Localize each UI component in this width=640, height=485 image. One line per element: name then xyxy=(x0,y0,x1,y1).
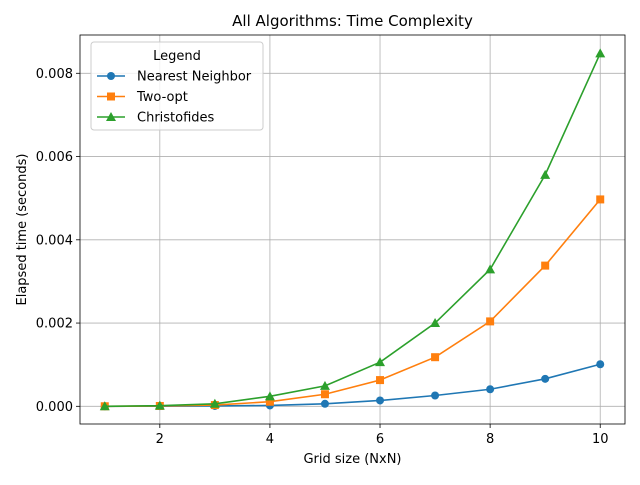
series-two-opt xyxy=(100,195,605,411)
data-point-nearest-neighbor xyxy=(596,360,605,369)
data-point-nearest-neighbor xyxy=(541,374,550,383)
series-line-two-opt xyxy=(104,198,601,408)
plot-frame xyxy=(79,34,626,425)
data-point-two-opt xyxy=(431,353,440,362)
legend-box xyxy=(90,41,264,131)
data-point-christofides xyxy=(430,318,441,328)
data-point-christofides xyxy=(154,400,165,410)
x-axis-label: Grid size (NxN) xyxy=(303,452,401,467)
data-point-two-opt xyxy=(486,317,495,326)
legend: Legend Nearest Neighbor Two-opt Christofide… xyxy=(90,41,264,131)
data-point-christofides xyxy=(209,398,220,408)
chart-title: All Algorithms: Time Complexity xyxy=(232,12,473,30)
data-point-two-opt xyxy=(376,376,385,385)
x-tick-label: 8 xyxy=(486,432,494,447)
data-point-two-opt xyxy=(596,195,605,204)
data-point-christofides xyxy=(485,264,496,274)
data-point-nearest-neighbor xyxy=(320,399,329,408)
data-point-christofides xyxy=(319,380,330,390)
data-point-christofides xyxy=(264,391,275,401)
legend-item-christofides: Christofides xyxy=(97,111,215,126)
legend-item-two-opt: Two-opt xyxy=(97,90,188,105)
legend-marker-christofides xyxy=(106,112,116,121)
data-point-two-opt xyxy=(320,390,329,399)
series-nearest-neighbor xyxy=(100,360,605,411)
data-point-christofides xyxy=(375,357,386,367)
x-tick-label: 4 xyxy=(266,432,274,447)
x-tick-label: 10 xyxy=(592,432,609,447)
y-tick-label: 0.006 xyxy=(36,150,73,165)
y-tick-label: 0.004 xyxy=(36,233,73,248)
y-axis-label: Elapsed time (seconds) xyxy=(15,154,30,306)
legend-label-christofides: Christofides xyxy=(137,111,215,126)
x-tick-label: 2 xyxy=(156,432,164,447)
legend-marker-two-opt xyxy=(107,92,115,101)
data-point-nearest-neighbor xyxy=(431,391,440,400)
ticks: 2 4 6 8 10 0.000 0.002 0.004 0.006 0.008 xyxy=(36,67,609,447)
legend-label-nearest-neighbor: Nearest Neighbor xyxy=(137,70,252,85)
y-tick-label: 0.000 xyxy=(36,400,73,415)
data-point-two-opt xyxy=(541,261,550,270)
legend-item-nearest-neighbor: Nearest Neighbor xyxy=(97,70,252,85)
data-point-two-opt xyxy=(265,397,274,406)
x-tick-label: 6 xyxy=(376,432,384,447)
legend-label-two-opt: Two-opt xyxy=(136,90,188,105)
y-tick-label: 0.008 xyxy=(36,67,73,82)
series-christofides xyxy=(99,48,606,411)
data-point-christofides xyxy=(540,169,551,179)
series-line-nearest-neighbor xyxy=(104,363,601,408)
series-line-christofides xyxy=(104,52,601,408)
data-point-christofides xyxy=(595,48,606,58)
data-point-nearest-neighbor xyxy=(376,396,385,405)
legend-marker-nearest-neighbor xyxy=(107,72,115,80)
data-point-nearest-neighbor xyxy=(486,385,495,394)
legend-title: Legend xyxy=(153,49,201,64)
series-layer xyxy=(99,48,606,411)
data-point-christofides xyxy=(99,401,110,411)
y-tick-label: 0.002 xyxy=(36,317,73,332)
